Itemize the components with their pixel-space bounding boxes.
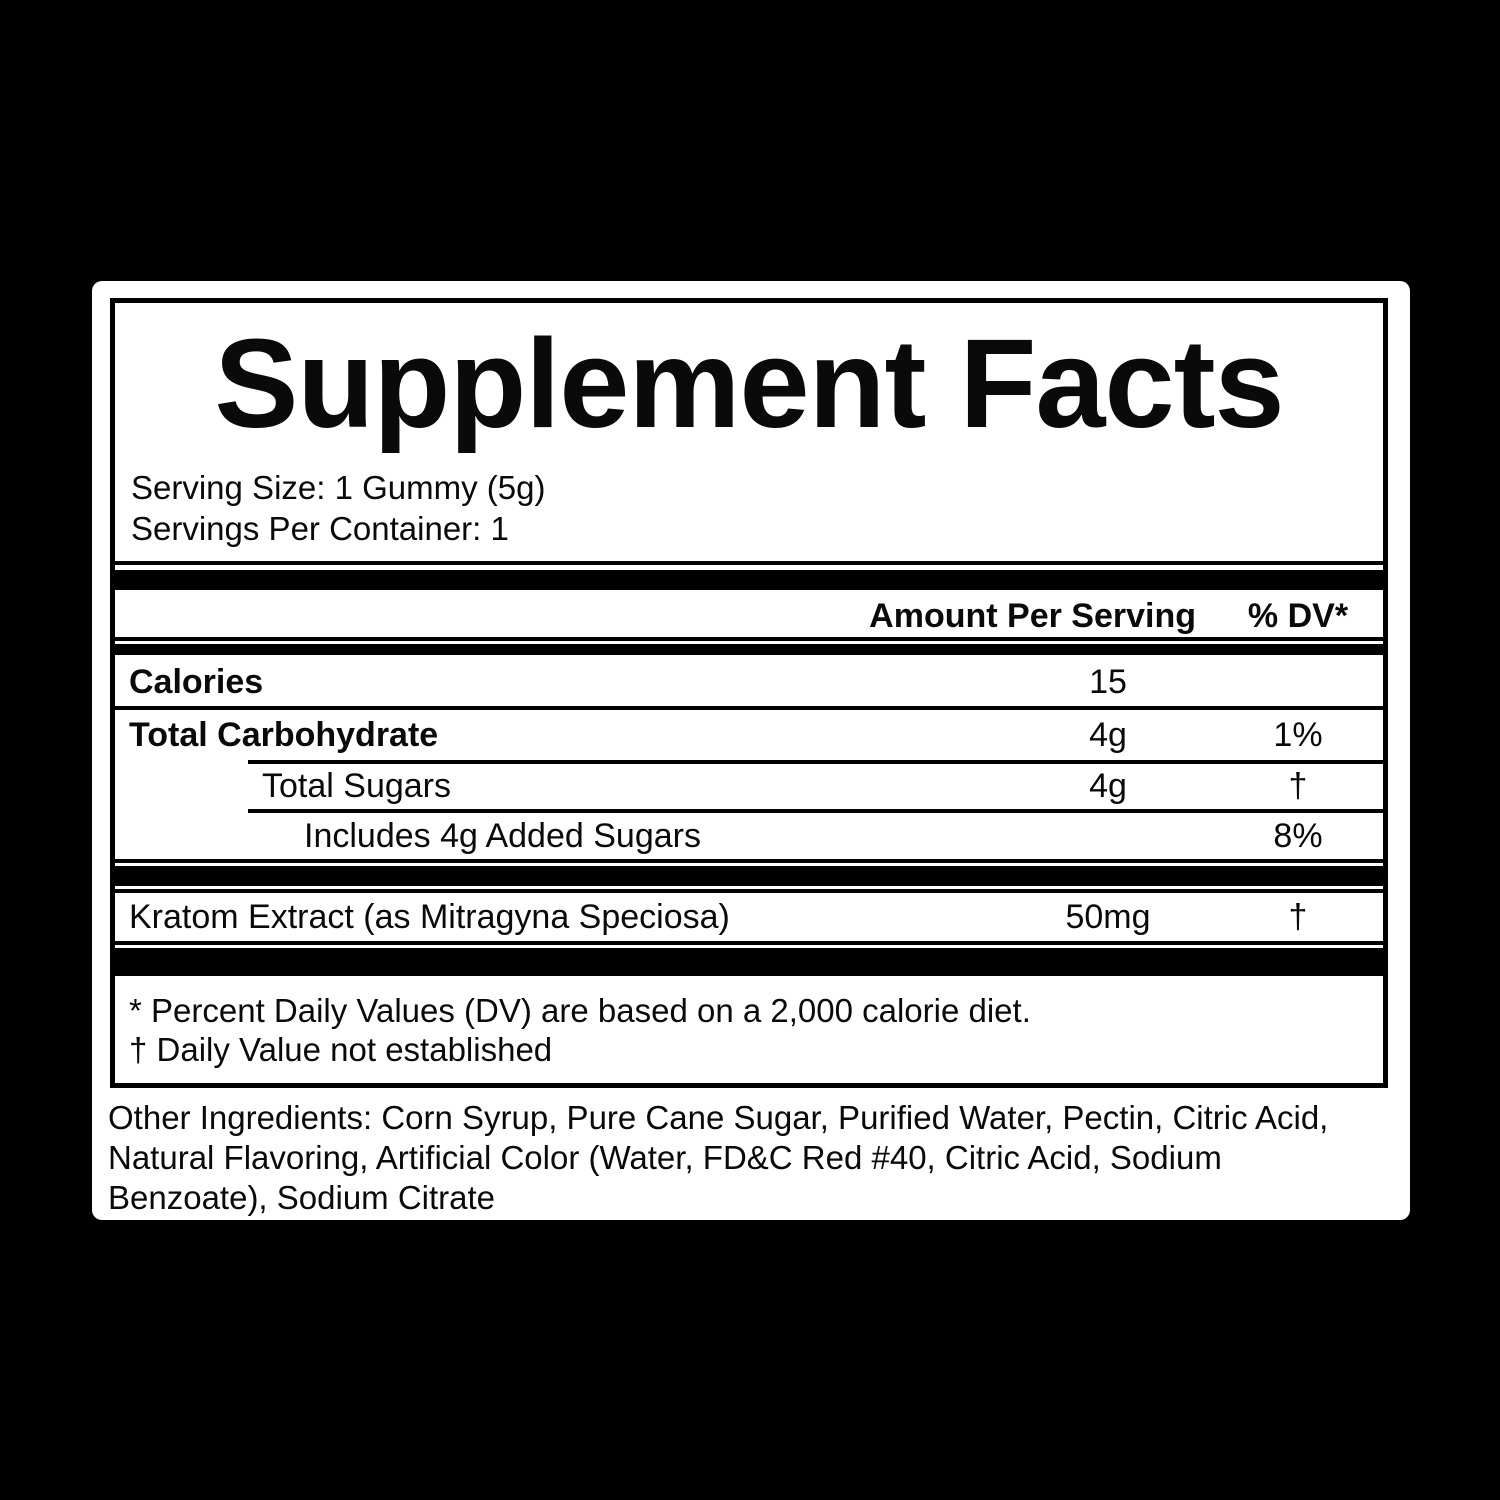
nutrient-amount: 15 [1089, 662, 1127, 701]
column-header-row: Amount Per Serving % DV* [115, 595, 1383, 641]
dagger-footnote: † Daily Value not established [129, 1031, 553, 1068]
footnotes-section: * Percent Daily Values (DV) are based on… [115, 979, 1383, 1083]
supplement-facts-box: Supplement Facts Serving Size: 1 Gummy (… [110, 298, 1388, 1088]
servings-per-container-text: Servings Per Container: 1 [131, 510, 509, 547]
row-divider-indented [248, 809, 1383, 813]
nutrient-name: Total Carbohydrate [129, 715, 439, 754]
amount-per-serving-header: Amount Per Serving [869, 596, 1196, 635]
nutrient-name: Kratom Extract (as Mitragyna Speciosa) [129, 897, 730, 936]
nutrient-dv: † [1288, 767, 1308, 805]
serving-size-text: Serving Size: 1 Gummy (5g) [131, 469, 546, 506]
nutrient-amount: 4g [1089, 715, 1127, 754]
percent-dv-header: % DV* [1247, 596, 1349, 635]
nutrient-rows-section: Calories 15 Total Carbohydrate 4g 1% Tot… [115, 658, 1383, 863]
percent-dv-footnote: * Percent Daily Values (DV) are based on… [129, 992, 1031, 1029]
title-section: Supplement Facts Serving Size: 1 Gummy (… [115, 321, 1383, 565]
nutrient-amount: 50mg [1065, 897, 1151, 936]
separator-bar-thick [115, 948, 1383, 976]
row-divider [115, 706, 1383, 710]
nutrient-name: Calories [129, 662, 264, 701]
separator-bar-thin [115, 644, 1383, 655]
separator-bar-thick [115, 570, 1383, 590]
separator-bar-thick [115, 866, 1383, 886]
nutrient-name: Includes 4g Added Sugars [304, 816, 701, 855]
nutrient-name: Total Sugars [262, 767, 451, 805]
table-row-total-carbohydrate: Total Carbohydrate 4g 1% [115, 710, 1383, 760]
nutrient-dv: 1% [1273, 715, 1323, 754]
serving-info: Serving Size: 1 Gummy (5g) Servings Per … [131, 467, 1383, 549]
other-ingredients-text: Other Ingredients: Corn Syrup, Pure Cane… [108, 1099, 1329, 1216]
table-row-total-sugars: Total Sugars 4g † [115, 764, 1383, 809]
nutrient-dv: † [1288, 897, 1308, 936]
nutrient-amount: 4g [1089, 767, 1127, 805]
row-divider-indented [248, 760, 1383, 764]
supplement-facts-title: Supplement Facts [214, 313, 1284, 454]
table-row-kratom-extract: Kratom Extract (as Mitragyna Speciosa) 5… [115, 889, 1383, 945]
table-row-calories: Calories 15 [115, 658, 1383, 706]
supplement-label-panel: Supplement Facts Serving Size: 1 Gummy (… [92, 281, 1410, 1220]
table-row-added-sugars: Includes 4g Added Sugars 8% [115, 813, 1383, 859]
nutrient-dv: 8% [1273, 816, 1323, 855]
